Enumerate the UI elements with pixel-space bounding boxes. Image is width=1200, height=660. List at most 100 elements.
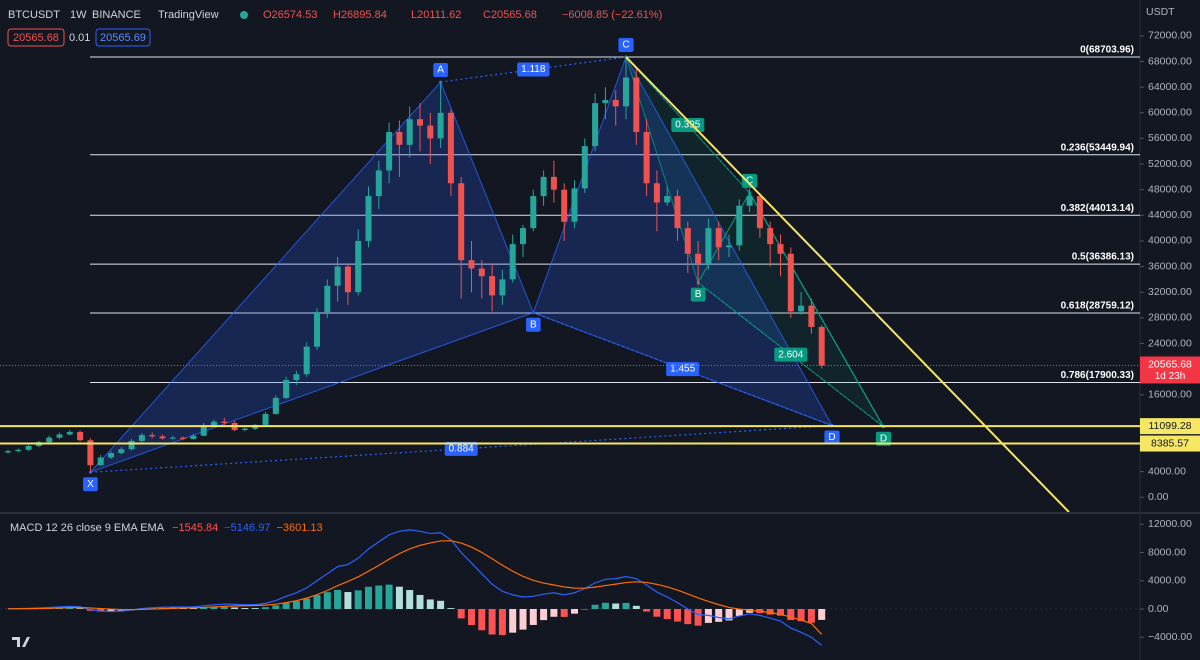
candle-body [128,440,135,450]
candle-body [561,189,568,222]
candle-body [571,188,578,222]
header: BTCUSDT 1W BINANCE TradingView O26574.53… [7,9,662,47]
pattern-fill [90,81,534,473]
histogram-bar [385,584,393,610]
point-label-box [525,317,541,332]
candle-body [489,276,496,296]
candle-body [447,112,454,184]
candle-body [221,421,228,423]
logo-mark [12,637,30,647]
point-label: C [746,176,753,187]
histogram-bar [189,608,197,610]
macd-line [7,540,823,635]
candle-body [87,440,94,466]
ohlc-high: H26895.84 [333,9,387,21]
candle-body [303,346,310,375]
histogram-bar [200,607,208,610]
candle-body [633,77,640,133]
candle-body [5,451,11,453]
candle-body [344,266,351,293]
candle-body [272,397,279,414]
y-tick-label: 68000.00 [1148,55,1192,67]
histogram-bar [468,609,475,626]
histogram-bar [653,609,661,617]
y-tick-label: 28000.00 [1148,312,1192,324]
symbol: BTCUSDT [8,9,60,21]
ratio-label: 2.604 [778,349,803,360]
histogram-bar [807,609,815,623]
point-label-box [875,431,892,446]
candle-body [293,374,300,380]
candle-body [190,435,197,439]
candle-body [241,428,248,430]
indicator-value: −1545.84 [172,522,218,534]
histogram-bar [622,602,630,610]
ratio-label-box [774,347,808,362]
candle-body [355,240,362,293]
y-tick-label: 40000.00 [1148,235,1192,247]
histogram-bar [426,599,434,610]
y-tick-label: 4000.00 [1148,465,1186,477]
histogram-bar [632,605,640,610]
indicator-title: MACD 12 26 close 9 EMA EMA [10,522,165,534]
y-tick-label: 0.00 [1148,603,1169,615]
price-label: 8385.57 [1151,437,1189,449]
point-label-box [741,173,758,188]
histogram-bar [251,608,259,610]
candle-body [138,435,145,441]
histogram-bar [663,609,671,620]
histogram-bar [478,609,486,631]
candle-body [818,326,825,366]
candle-body [180,437,187,439]
histogram-bar [766,609,774,615]
histogram-bar [818,609,826,620]
candle-body [777,244,784,254]
candle-body [324,285,331,313]
candle-body [46,437,53,443]
bid[interactable]: 20565.68 [13,32,59,44]
candle-body [746,196,753,206]
histogram-bar [395,586,403,610]
buy-box[interactable] [95,28,151,47]
histogram-bar [746,609,754,613]
ohlc-open: O26574.53 [263,9,317,21]
histogram-bar [735,609,743,616]
point-label-box [433,63,448,78]
y-tick-label: 52000.00 [1148,158,1192,170]
y-tick-label: −4000.00 [1148,631,1192,643]
point-label: B [530,319,537,330]
point-label: C [622,40,629,51]
ratio-label-box [444,441,478,456]
y-tick-label: 4000.00 [1148,575,1186,587]
histogram-bar [375,585,383,610]
candle-body [437,112,444,139]
candle-body [200,425,207,436]
histogram-bar [272,605,280,610]
histogram-bar [777,609,784,616]
histogram-bar [282,602,290,610]
histogram-bar [365,586,372,610]
histogram-bar [107,609,115,612]
histogram-bar [560,609,568,617]
histogram-bar [303,598,311,610]
source: TradingView [158,9,219,21]
ratio-label: 1.455 [670,364,695,375]
y-tick-label: 24000.00 [1148,337,1192,349]
histogram-bar [694,609,702,626]
candle-body [468,260,475,269]
candle-body [787,253,794,312]
y-tick-label: 44000.00 [1148,209,1192,221]
candle-body [684,228,691,254]
pattern-dotted [533,312,833,427]
candle-body [705,228,712,264]
candle-body [540,176,547,197]
price-label: 11099.28 [1148,420,1191,432]
histogram-bar [643,609,651,612]
histogram-bar [571,609,578,614]
sell-box[interactable] [7,28,65,47]
candle-body [406,119,413,145]
ask[interactable]: 20565.69 [100,32,146,44]
histogram-bar [210,606,218,610]
candle-body [458,183,465,261]
